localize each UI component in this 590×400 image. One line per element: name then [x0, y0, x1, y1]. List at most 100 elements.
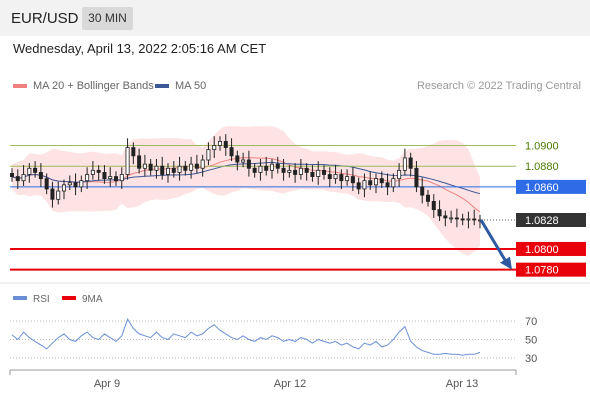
candle-body — [142, 163, 147, 169]
candle-body — [246, 159, 251, 169]
candle-body — [56, 190, 61, 200]
candle-body — [258, 165, 263, 173]
candle-body — [21, 174, 26, 182]
candle-body — [235, 155, 240, 163]
candle-body — [102, 172, 107, 180]
candle — [466, 211, 471, 229]
candle — [119, 167, 124, 189]
candle — [454, 208, 459, 228]
candle — [356, 177, 361, 195]
support-tag — [516, 262, 586, 277]
candle — [281, 158, 286, 181]
candle — [385, 173, 390, 196]
candle — [460, 213, 465, 226]
candle — [345, 169, 350, 186]
candle-body — [90, 169, 95, 175]
candle-body — [165, 167, 170, 175]
candle — [148, 158, 153, 176]
timestamp: Wednesday, April 13, 2022 2:05:16 AM CET — [13, 41, 267, 56]
candle — [379, 171, 384, 188]
candle-body — [62, 184, 67, 192]
candle — [137, 148, 142, 174]
candle — [373, 173, 378, 194]
candle-body — [368, 180, 373, 186]
candle-body — [125, 147, 130, 175]
candle — [33, 161, 38, 178]
candle — [142, 154, 147, 177]
candle-body — [119, 174, 124, 182]
candle-body — [287, 169, 292, 173]
candle — [38, 163, 43, 187]
candle-body — [33, 167, 38, 173]
candle-body — [472, 218, 477, 221]
support-label: 1.0800 — [525, 244, 559, 256]
candle-body — [339, 174, 344, 182]
level-1.0780: 1.0780 — [10, 262, 586, 277]
candle — [316, 161, 321, 185]
candle — [304, 163, 309, 181]
candle-body — [189, 163, 194, 171]
candle-body — [293, 169, 298, 175]
rsi-level-label: 50 — [525, 335, 537, 347]
candle-body — [408, 157, 413, 169]
candle — [177, 156, 182, 181]
candle-body — [333, 174, 338, 180]
candle-body — [171, 167, 176, 173]
candle-body — [160, 165, 165, 175]
candle — [50, 181, 55, 208]
candle-body — [379, 178, 384, 184]
candle — [397, 163, 402, 187]
last-price-label: 1.0828 — [525, 215, 559, 227]
candle — [194, 154, 199, 174]
candle-body — [177, 165, 182, 173]
candle — [246, 150, 251, 177]
candle — [44, 173, 49, 195]
candle — [235, 150, 240, 171]
candle — [165, 163, 170, 183]
candle-body — [229, 147, 234, 157]
candle — [321, 165, 326, 180]
candle-body — [402, 157, 407, 171]
candle — [96, 165, 101, 181]
candle-body — [212, 145, 217, 151]
candle — [9, 168, 14, 182]
candle — [183, 161, 188, 176]
candle-body — [15, 176, 20, 182]
ma20-line — [11, 157, 481, 213]
candle-body — [223, 140, 228, 148]
candle-body — [275, 163, 280, 169]
candle-body — [50, 188, 55, 200]
candle-body — [79, 180, 84, 188]
candle — [206, 142, 211, 166]
candle-body — [27, 167, 32, 175]
candle — [27, 163, 32, 183]
timeframe-button[interactable]: 30 MIN — [82, 7, 133, 30]
candle — [264, 156, 269, 176]
candle — [217, 136, 222, 151]
level-1.0900: 1.0900 — [10, 141, 559, 153]
rsi-lines: 70 50 30 — [10, 316, 537, 365]
candle — [287, 165, 292, 178]
candle — [160, 156, 165, 180]
candle — [200, 154, 205, 177]
candle-body — [200, 159, 205, 169]
candle — [420, 177, 425, 204]
rsi-panel: RSI 9MA 70 50 30 — [10, 294, 537, 365]
candle — [114, 171, 119, 186]
rsi-level-label: 30 — [525, 353, 537, 365]
candle-body — [269, 163, 274, 171]
candle-body — [67, 182, 72, 186]
candle — [85, 167, 90, 189]
candle-body — [345, 176, 350, 182]
legend-ma20-label: MA 20 + Bollinger Bands — [33, 80, 154, 92]
ma20-swatch — [13, 84, 27, 88]
rsi-swatch — [13, 296, 27, 300]
candle-body — [425, 194, 430, 202]
arrow-head — [500, 256, 512, 270]
forecast-arrow — [479, 219, 512, 270]
candle — [269, 158, 274, 179]
candle — [229, 138, 234, 162]
level-1.0828: 1.0828 — [484, 213, 586, 227]
candle-body — [350, 176, 355, 184]
candle-body — [298, 167, 303, 175]
